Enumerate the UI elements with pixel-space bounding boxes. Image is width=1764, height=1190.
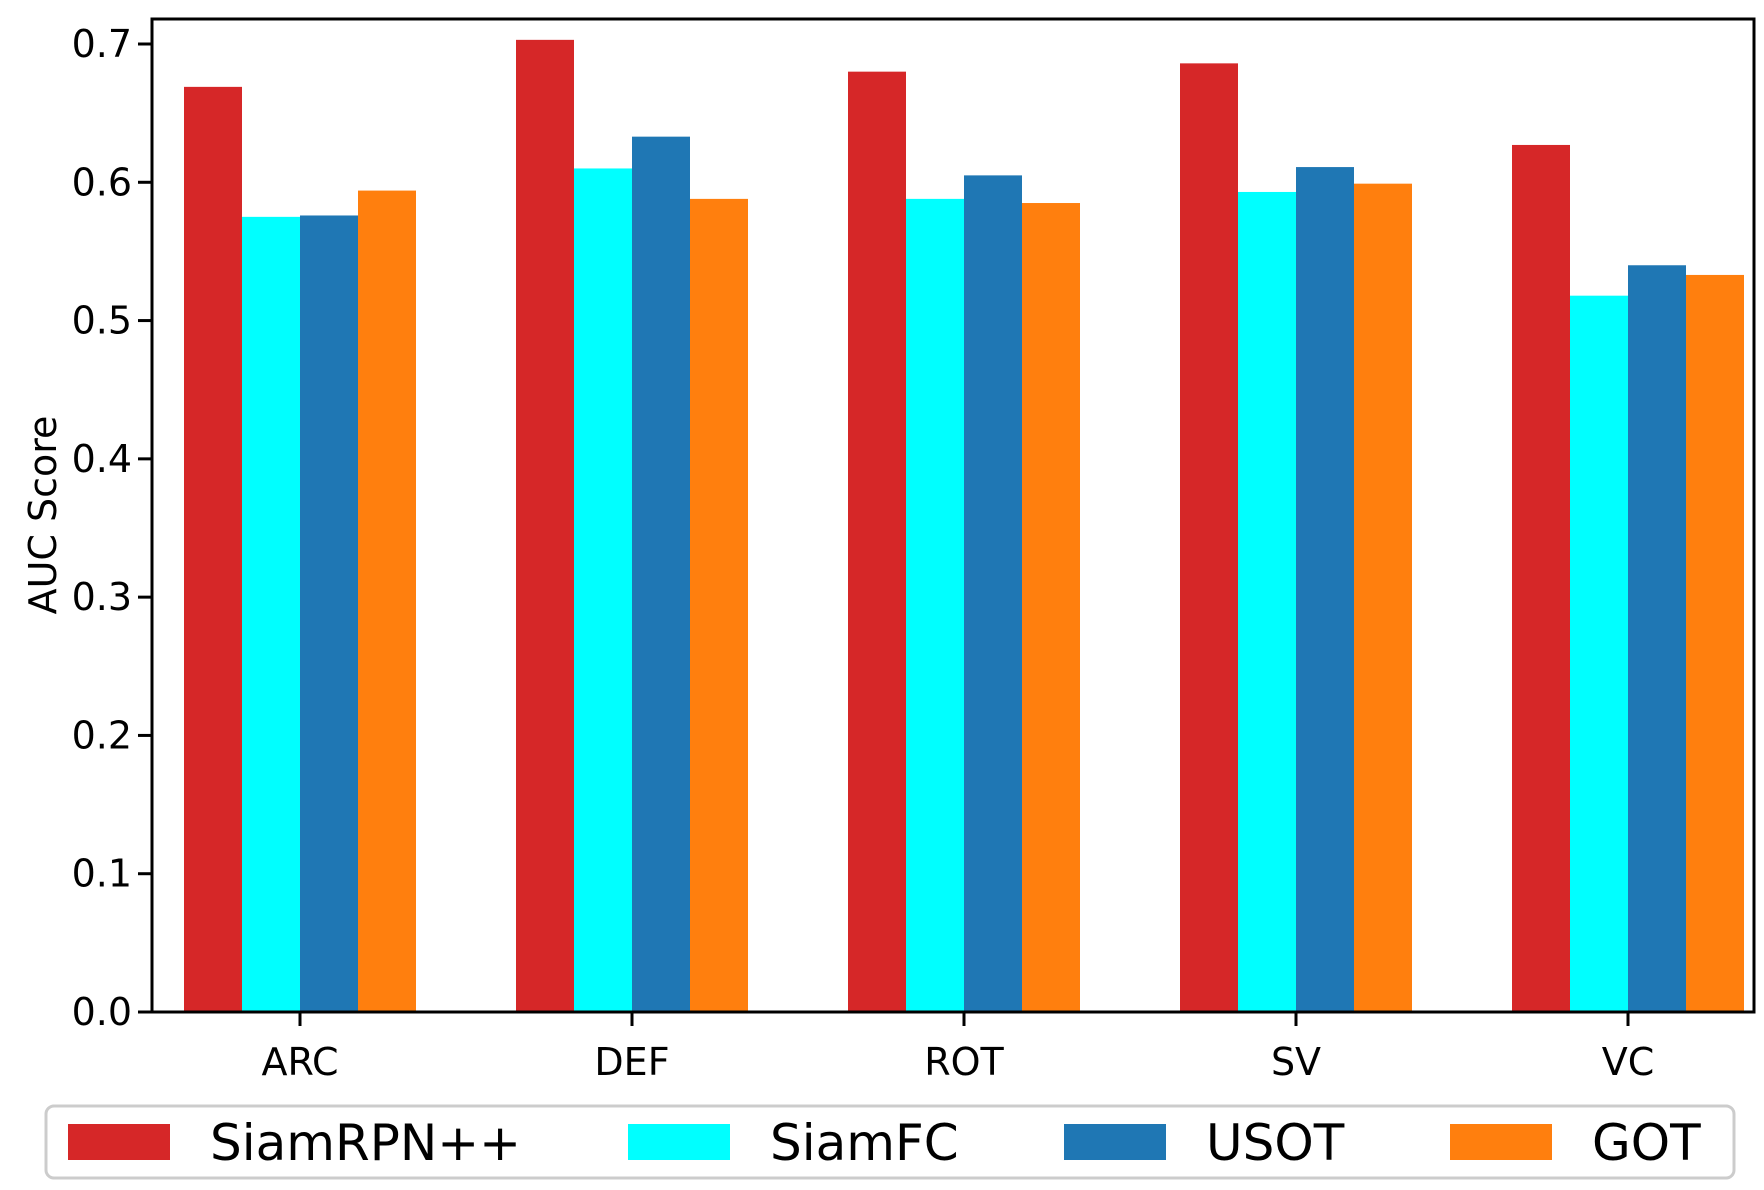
x-tick-label: ROT: [924, 1040, 1004, 1084]
bar-vc-siamfc: [1570, 295, 1628, 1012]
x-tick-label: SV: [1271, 1040, 1321, 1084]
bar-sv-siamrpn: [1180, 63, 1238, 1013]
legend-label: GOT: [1592, 1114, 1701, 1172]
x-tick-label: ARC: [261, 1040, 338, 1084]
y-tick-label: 0.3: [72, 575, 132, 619]
legend-label: USOT: [1206, 1114, 1345, 1172]
bar-sv-usot: [1296, 167, 1354, 1012]
legend-label: SiamRPN++: [210, 1114, 521, 1172]
y-tick-label: 0.0: [72, 990, 132, 1034]
bar-rot-usot: [964, 175, 1022, 1012]
bar-rot-got: [1022, 203, 1080, 1012]
y-tick-label: 0.7: [72, 22, 132, 66]
legend-items: SiamRPN++ SiamFC USOT GOT: [68, 1114, 1701, 1172]
plot-frame: [150, 17, 1756, 1014]
bar-vc-usot: [1628, 265, 1686, 1012]
bar-def-siamfc: [574, 168, 632, 1012]
y-tick-label: 0.6: [72, 160, 132, 204]
bars-group: [184, 39, 1744, 1013]
legend-swatch: [628, 1124, 730, 1160]
bar-rot-siamfc: [906, 198, 964, 1012]
legend-swatch: [1450, 1124, 1552, 1160]
y-tick-label: 0.4: [72, 437, 132, 481]
bar-rot-siamrpn: [848, 71, 906, 1012]
bar-def-got: [690, 198, 748, 1012]
x-tick-label: DEF: [594, 1040, 669, 1084]
y-axis-label: AUC Score: [21, 416, 65, 615]
x-axis: ARC DEF ROT SV VC: [261, 1012, 1654, 1084]
bar-arc-siamfc: [242, 216, 300, 1012]
bar-def-siamrpn: [516, 39, 574, 1012]
y-tick-label: 0.1: [72, 852, 132, 896]
legend-swatch: [68, 1124, 170, 1160]
legend-label: SiamFC: [770, 1114, 959, 1172]
y-axis: 0.0 0.1 0.2 0.3 0.4 0.5 0.6 0.7: [72, 22, 152, 1034]
bar-sv-got: [1354, 183, 1412, 1012]
legend: SiamRPN++ SiamFC USOT GOT: [44, 1104, 1736, 1180]
x-tick-label: VC: [1602, 1040, 1655, 1084]
bar-def-usot: [632, 136, 690, 1012]
bar-sv-siamfc: [1238, 191, 1296, 1013]
bar-arc-got: [358, 190, 416, 1012]
bar-arc-usot: [300, 215, 358, 1012]
y-tick-label: 0.5: [72, 299, 132, 343]
legend-swatch: [1064, 1124, 1166, 1160]
bar-vc-siamrpn: [1512, 144, 1570, 1012]
y-tick-label: 0.2: [72, 713, 132, 757]
bar-arc-siamrpn: [184, 86, 242, 1012]
bar-vc-got: [1686, 274, 1744, 1012]
legend-box: [44, 1104, 1736, 1180]
